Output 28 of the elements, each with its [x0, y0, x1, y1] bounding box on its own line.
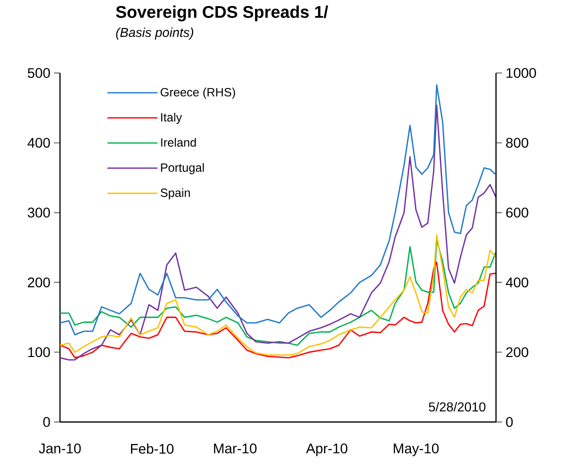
y-tick-label: 400 — [28, 138, 50, 148]
y2-tick-label: 400 — [506, 277, 528, 288]
y2-tick-label: 600 — [506, 208, 528, 218]
legend-label: Ireland — [161, 138, 196, 147]
y-tick-label: 0 — [43, 417, 50, 427]
x-tick-label: Jan-10 — [38, 444, 81, 454]
x-tick-label: Apr-10 — [306, 444, 348, 456]
annotation: 5/28/2010 — [428, 402, 486, 412]
chart-subtitle: (Basis points) — [116, 28, 194, 40]
line-series — [60, 262, 496, 358]
legend-label: Portugal — [161, 163, 204, 174]
line-series — [60, 104, 496, 361]
y2-tick-label: 1000 — [506, 68, 536, 78]
legend-label: Italy — [161, 112, 182, 124]
x-tick-label: Feb-10 — [130, 444, 174, 454]
y-tick-label: 300 — [28, 208, 50, 218]
y-tick-label: 500 — [28, 68, 50, 78]
y-tick-label: 100 — [28, 347, 50, 358]
chart-title: Sovereign CDS Spreads 1/ — [116, 6, 328, 22]
x-tick-label: May-10 — [394, 444, 439, 456]
legend-label: Spain — [160, 188, 190, 200]
y2-tick-label: 0 — [506, 417, 513, 427]
y-tick-label: 200 — [28, 277, 50, 288]
line-series — [60, 84, 496, 336]
y2-tick-label: 800 — [506, 138, 528, 148]
x-tick-label: Mar-10 — [214, 444, 257, 454]
y2-tick-label: 200 — [506, 347, 528, 358]
legend-label: Greece (RHS) — [160, 88, 236, 99]
